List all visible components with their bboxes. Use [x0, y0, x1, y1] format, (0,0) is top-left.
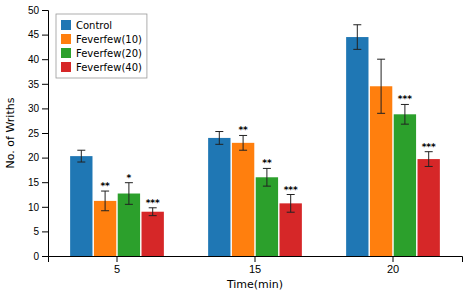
legend-item: Feverfew(40) [61, 62, 142, 73]
y-tick: 15 [28, 177, 48, 188]
bar [394, 114, 416, 256]
y-tick-label: 15 [28, 177, 40, 188]
y-tick-label: 10 [28, 202, 40, 213]
legend-item: Feverfew(10) [61, 34, 142, 45]
significance-label: *** [284, 185, 298, 195]
x-tick: 20 [387, 256, 399, 275]
plot: 0510152025303540455051520***************… [4, 5, 463, 291]
legend-label: Feverfew(10) [76, 34, 142, 45]
bar [346, 37, 368, 256]
y-tick-mark [42, 207, 48, 208]
significance-label: *** [422, 142, 436, 152]
bar [418, 159, 440, 256]
y-tick-mark [42, 84, 48, 85]
x-tick-mark [255, 256, 256, 262]
legend-swatch [61, 20, 71, 30]
y-tick-label: 50 [28, 5, 40, 16]
error-bar [77, 150, 85, 162]
y-tick-label: 35 [28, 79, 40, 90]
x-tick-label: 5 [114, 263, 120, 275]
legend: Control Feverfew(10) Feverfew(20) Feverfew(… [56, 14, 147, 78]
y-tick-mark [42, 256, 48, 257]
y-tick: 30 [28, 103, 48, 114]
y-tick: 20 [28, 152, 48, 163]
bar [232, 143, 254, 256]
bar [142, 212, 164, 256]
x-axis-title: Time(min) [226, 278, 283, 291]
y-tick-label: 5 [33, 226, 39, 237]
x-tick: 15 [249, 256, 261, 275]
y-tick: 10 [28, 202, 48, 213]
significance-label: * [127, 173, 132, 183]
error-bar [149, 208, 157, 216]
y-tick-mark [42, 59, 48, 60]
y-tick: 40 [28, 54, 48, 65]
y-tick-mark [42, 35, 48, 36]
y-tick-mark [42, 182, 48, 183]
y-tick-mark [42, 231, 48, 232]
x-tick-label: 20 [387, 263, 399, 275]
y-tick-label: 25 [28, 128, 40, 139]
y-axis-title: No. of Wriths [4, 97, 17, 168]
series [94, 59, 392, 256]
legend-label: Control [76, 20, 112, 31]
legend-frame [56, 14, 147, 78]
y-axis-line [42, 11, 49, 257]
y-axis: 0 5 10 15 20 25 30 35 40 45 50 [28, 5, 49, 262]
y-tick: 45 [28, 29, 48, 40]
legend-label: Feverfew(20) [76, 48, 142, 59]
y-tick: 5 [33, 226, 48, 237]
series [142, 152, 440, 256]
bar [70, 156, 92, 256]
y-tick-label: 0 [33, 251, 39, 262]
error-bar [425, 152, 433, 167]
y-tick-mark [42, 108, 48, 109]
x-tick-label: 15 [249, 263, 261, 275]
y-tick-mark [42, 133, 48, 134]
y-tick-mark [42, 158, 48, 159]
significance-label: ** [238, 125, 248, 135]
x-axis-line [49, 257, 463, 263]
series [118, 104, 416, 256]
legend-swatch [61, 48, 71, 58]
y-tick-label: 40 [28, 54, 40, 65]
x-axis: 5 15 20 [49, 256, 463, 275]
bar [256, 177, 278, 256]
y-tick-mark [42, 10, 48, 11]
significance-label: *** [146, 198, 160, 208]
chart: 0510152025303540455051520***************… [0, 0, 474, 294]
legend-swatch [61, 34, 71, 44]
legend-label: Feverfew(40) [76, 62, 142, 73]
error-bar [125, 183, 133, 205]
legend-item: Feverfew(20) [61, 48, 142, 59]
error-bar [263, 168, 271, 186]
legend-swatch [61, 62, 71, 72]
y-tick-label: 30 [28, 103, 40, 114]
y-tick: 35 [28, 79, 48, 90]
error-bar [101, 191, 109, 211]
y-tick: 50 [28, 5, 48, 16]
error-bar [287, 195, 295, 213]
significance-label: *** [398, 94, 412, 104]
x-tick-mark [117, 256, 118, 262]
x-tick-mark [393, 256, 394, 262]
x-tick: 5 [114, 256, 120, 275]
bar [208, 138, 230, 256]
y-tick-label: 45 [28, 29, 40, 40]
error-bar [239, 135, 247, 150]
y-tick: 25 [28, 128, 48, 139]
significance-label: ** [262, 158, 272, 168]
error-bar [353, 25, 361, 50]
y-tick: 0 [33, 251, 48, 262]
significance-label: ** [100, 181, 110, 191]
error-bar [401, 104, 409, 124]
error-bar [215, 132, 223, 145]
annotations: ******************* [100, 94, 436, 207]
error-bar [377, 59, 385, 113]
legend-item: Control [61, 20, 112, 31]
y-tick-label: 20 [28, 152, 40, 163]
